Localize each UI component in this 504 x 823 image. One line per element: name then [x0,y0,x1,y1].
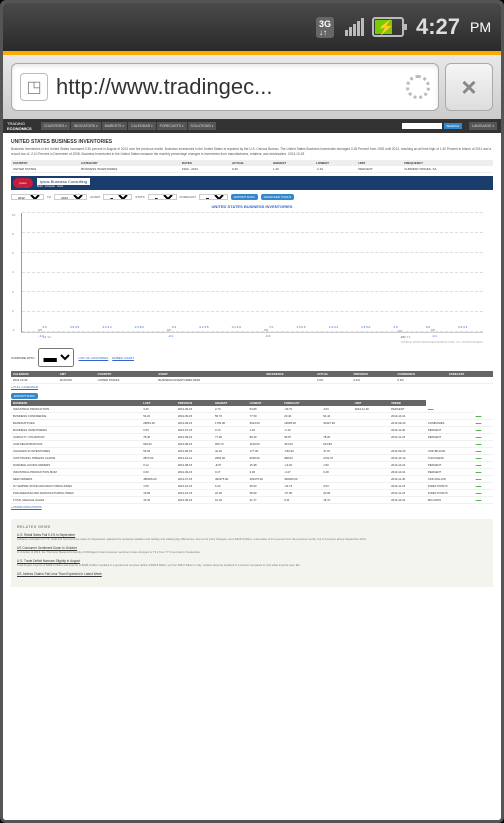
table-row[interactable]: TOTAL VEHICLE SALES15.302013-09-1516.202… [11,497,493,504]
chart-title: UNITED STATES BUSINESS INVENTORIES [11,204,493,209]
table-row[interactable]: CAPACITY UTILIZATION78.302013-09-1577.90… [11,434,493,441]
search-button[interactable]: SEARCH [444,123,463,129]
stop-button[interactable]: × [445,63,493,111]
compare-select[interactable]: ▬ [38,348,74,367]
news-item[interactable]: US Consumer Sentiment Down In OctoberIn … [17,546,487,554]
summary-table: COUNTRYCATEGORYDATESACTUALHIGHESTLOWESTU… [11,160,493,173]
nav-item[interactable]: FORECASTS [157,122,187,130]
compare-row: COMPARE WITH ▬ LIST OF COUNTRIES EMBED C… [11,348,493,367]
signal-icon [345,18,364,36]
nav-item[interactable]: MARKETS [102,122,127,130]
ad-banner[interactable]: Ipsos Ipsos Business Consulting Build · … [11,176,493,190]
table-row[interactable]: NY EMPIRE STATE MANUFACTURING INDEX1.502… [11,483,493,490]
nav-item[interactable]: INDICATORS [71,122,101,130]
year-to-select[interactable]: 2013 [54,194,87,200]
chart-source: SOURCE: WWW.TRADINGECONOMICS.COM | U.S. … [21,341,483,344]
table-row[interactable]: CAR REGISTRATIONS594.002013-08-15656.701… [11,441,493,448]
table-row[interactable]: CONTINUING JOBLESS CLAIMS2874.002013-10-… [11,455,493,462]
forecast-select[interactable]: ▬ [199,194,228,200]
full-calendar-link[interactable]: » FULL CALENDAR [11,385,38,389]
news-item[interactable]: U.S. Trade Deficit Narrows Slightly in A… [17,559,487,567]
favicon-icon: ◳ [20,73,48,101]
table-row[interactable]: BUSINESS CONFIDENCE54.202013-09-1555.707… [11,413,493,420]
nav-item[interactable]: CALENDAR [128,122,156,130]
export-data-button-2[interactable]: EXPORT DATA [11,393,38,399]
page-title: UNITED STATES BUSINESS INVENTORIES [11,139,493,145]
chart-controls: 2012 TO 2013 CHART ▬ STATS ▬ FORECAST ▬ … [11,194,493,200]
loading-spinner-icon [406,75,430,99]
site-nav: TRADINGECONOMICS COUNTRIESINDICATORSMARK… [3,119,501,133]
related-news: RELATED NEWS U.S. Retail Sales Fall 0.1%… [11,519,493,587]
calendar-table: CALENDARGMTCOUNTRYEVENTREFERENCEACTUALPR… [11,371,493,384]
news-heading: RELATED NEWS [17,525,487,529]
list-countries-link[interactable]: LIST OF COUNTRIES [78,356,108,360]
table-row[interactable]: CHANGES IN INVENTORIES56.602013-06-1542.… [11,448,493,455]
advanced-tools-button[interactable]: ADVANCED TOOLS [261,194,294,200]
more-indicators-link[interactable]: » MORE INDICATORS [11,505,42,509]
table-row[interactable]: DURABLE GOODS ORDERS0.122013-08-15-8.071… [11,462,493,469]
url-text: http://www.tradingec... [56,74,398,100]
clock-ampm: PM [470,19,491,35]
ipsos-logo-icon: Ipsos [13,178,33,188]
year-from-select[interactable]: 2012 [11,194,44,200]
table-row[interactable]: NEW ORDERS489026.002013-07-15491975.0049… [11,476,493,483]
table-row[interactable]: BUSINESS INVENTORIES0.302013-07-150.101.… [11,427,493,434]
url-bar[interactable]: ◳ http://www.tradingec... [11,63,439,111]
language-menu[interactable]: LANGUAGE [469,122,497,130]
nav-item[interactable]: SOLUTIONS [188,122,217,130]
news-item[interactable]: US Jobless Claims Fall Less Than Expecte… [17,572,487,576]
browser-toolbar: ◳ http://www.tradingec... × [3,51,501,119]
android-status-bar: 3G↓↑ ⚡ 4:27 PM [3,3,501,51]
nav-item[interactable]: COUNTRIES [41,122,70,130]
news-item[interactable]: U.S. Retail Sales Fall 0.1% in September… [17,533,487,541]
table-row[interactable]: PHILADELPHIA FED MANUFACTURING INDEX19.8… [11,490,493,497]
search-input[interactable] [402,123,442,129]
site-logo[interactable]: TRADINGECONOMICS [7,121,32,131]
inventories-chart: 1086420-2 -1.06.03.53.93.43.42.38.2-0.16… [21,213,483,333]
table-row[interactable]: INDUSTRIAL PRODUCTION MOM0.602013-09-150… [11,469,493,476]
network-3g-icon: 3G↓↑ [313,15,337,39]
table-row[interactable]: BANKRUPTCIES26851.002013-09-151705.00564… [11,420,493,427]
export-data-button[interactable]: EXPORT DATA [231,194,258,200]
intro-text: Business Inventories in the United State… [11,147,493,156]
stats-select[interactable]: ▬ [148,194,177,200]
embed-chart-link[interactable]: EMBED CHART [112,356,134,360]
indicators-table: BUSINESSLASTPREVIOUSHIGHESTLOWESTFORECAS… [11,400,493,504]
clock-time: 4:27 [416,14,460,40]
battery-icon: ⚡ [372,17,404,37]
chart-type-select[interactable]: ▬ [103,194,132,200]
webpage-content: TRADINGECONOMICS COUNTRIESINDICATORSMARK… [3,119,501,820]
